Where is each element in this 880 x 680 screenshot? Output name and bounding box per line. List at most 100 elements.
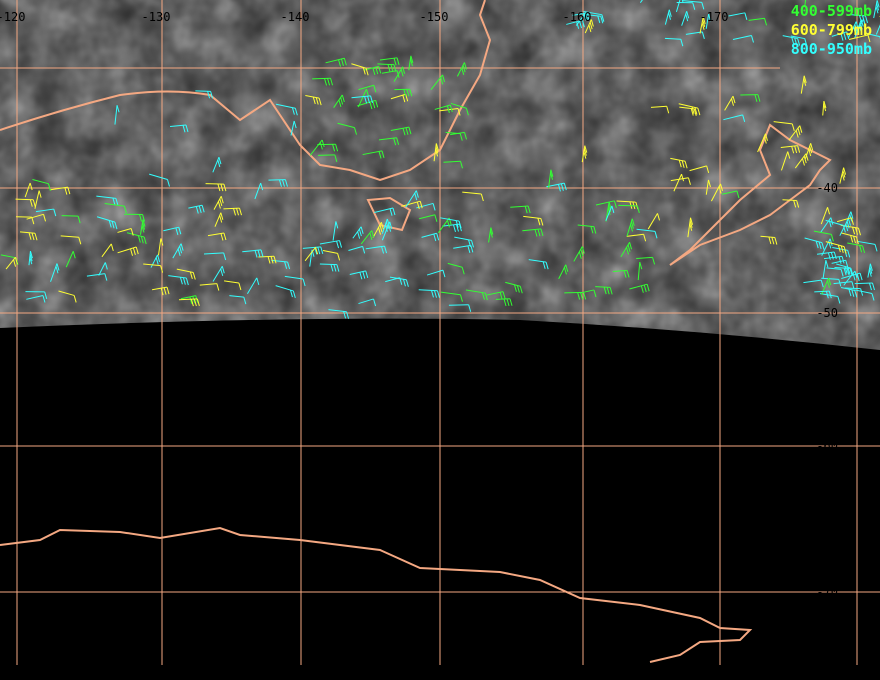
wind-barb-flag	[315, 247, 319, 255]
footer-band	[0, 665, 880, 680]
wind-barb-flag	[320, 246, 324, 255]
wind-barb-flag	[270, 256, 274, 264]
wind-barb-flag	[820, 279, 824, 288]
wind-barb-flag	[691, 106, 695, 114]
wind-barb-flag	[860, 288, 864, 296]
wind-barb	[360, 230, 373, 245]
wind-barb-flag	[859, 15, 863, 23]
wind-barb-flag	[818, 241, 822, 249]
wind-barb-flag	[178, 227, 182, 235]
wind-barb-flag	[284, 179, 288, 187]
wind-barb-flag	[360, 226, 364, 234]
wind-barb	[840, 287, 855, 291]
wind-barb-flag	[540, 218, 544, 226]
wind-barb-flag	[434, 290, 437, 298]
wind-barb	[408, 55, 412, 71]
wind-barb-flag	[838, 256, 842, 264]
wind-barb	[647, 213, 658, 230]
wind-barb-flag	[139, 214, 143, 222]
wind-barb	[304, 246, 316, 262]
wind-barb	[212, 156, 220, 173]
wind-barb-flag	[694, 107, 698, 115]
wind-barb-flag	[869, 263, 873, 271]
wind-barb	[98, 262, 106, 276]
wind-barb	[820, 207, 829, 225]
wind-barb-flag	[718, 186, 722, 194]
wind-barb	[664, 37, 681, 40]
wind-barb-flag	[827, 207, 831, 215]
wind-barb-flag	[563, 267, 567, 275]
wind-barb-flag	[803, 155, 807, 164]
wind-barb-flag	[643, 234, 647, 242]
wind-barb-flag	[110, 243, 114, 252]
wind-barb-flag	[681, 0, 684, 4]
wind-barb	[332, 221, 337, 241]
wind-barb-flag	[833, 251, 837, 260]
wind-barb	[462, 191, 482, 195]
wind-barb-flag	[744, 12, 748, 20]
wind-barb-flag	[868, 269, 872, 277]
wind-barb-flag	[702, 19, 706, 27]
wind-barb-flag	[593, 226, 597, 234]
wind-barb-flag	[179, 277, 183, 285]
wind-barb-flag	[319, 142, 323, 150]
wind-barb	[575, 12, 586, 26]
wind-barb-flag	[29, 199, 33, 207]
wind-barb-flag	[433, 233, 437, 242]
wind-barb-flag	[243, 296, 247, 305]
latitude-label: -50	[816, 306, 838, 320]
wind-barb-flag	[630, 224, 634, 232]
wind-barb-flag	[435, 146, 439, 154]
wind-barb	[199, 283, 217, 286]
wind-barb	[675, 0, 681, 13]
wind-barb-flag	[852, 273, 856, 281]
wind-barb-flag	[854, 24, 858, 32]
wind-barb	[195, 90, 211, 92]
wind-barb-flag	[375, 66, 379, 75]
wind-barb	[637, 262, 641, 281]
wind-barb-flag	[435, 149, 439, 157]
wind-barb-flag	[480, 193, 484, 202]
wind-barb-flag	[31, 217, 35, 225]
wind-barb	[839, 167, 845, 184]
wind-barb-flag	[636, 205, 640, 214]
wind-barb-flag	[524, 206, 528, 214]
wind-barb	[837, 217, 852, 223]
wind-barb-flag	[436, 233, 440, 241]
wind-barb-flag	[589, 22, 593, 30]
wind-barb-flag	[823, 103, 827, 112]
wind-barb	[821, 277, 839, 280]
wind-barb-flag	[378, 227, 381, 235]
wind-barb	[26, 294, 44, 300]
wind-barb-flag	[869, 282, 872, 291]
wind-barb	[49, 186, 68, 191]
wind-barb-flag	[104, 273, 108, 281]
wind-barb-flag	[195, 206, 199, 214]
wind-barb	[857, 240, 876, 245]
wind-barb	[673, 173, 683, 192]
wind-barb	[681, 11, 688, 26]
wind-barb-flag	[402, 279, 406, 287]
wind-barb-flag	[771, 237, 775, 245]
wind-barb-flag	[132, 247, 136, 256]
wind-barb-flag	[590, 226, 594, 234]
wind-barb	[312, 77, 331, 80]
wind-barb	[682, 0, 702, 3]
wind-barb-flag	[830, 217, 834, 225]
wind-barb-flag	[859, 22, 863, 30]
wind-barb-flag	[537, 229, 541, 237]
wind-barb-flag	[843, 246, 847, 254]
wind-barb	[728, 12, 745, 17]
wind-barb-flag	[875, 6, 879, 14]
wind-barb	[26, 213, 44, 220]
wind-barb-flag	[853, 235, 856, 244]
wind-barb	[213, 196, 222, 210]
wind-barb-flag	[381, 246, 385, 254]
wind-barb-flag	[219, 198, 223, 207]
wind-barb	[150, 254, 159, 268]
wind-barb-flag	[190, 299, 194, 307]
wind-barb	[188, 204, 203, 209]
wind-barb-flag	[560, 183, 564, 191]
wind-barb-flag	[731, 98, 734, 106]
wind-barb-flag	[825, 260, 829, 268]
